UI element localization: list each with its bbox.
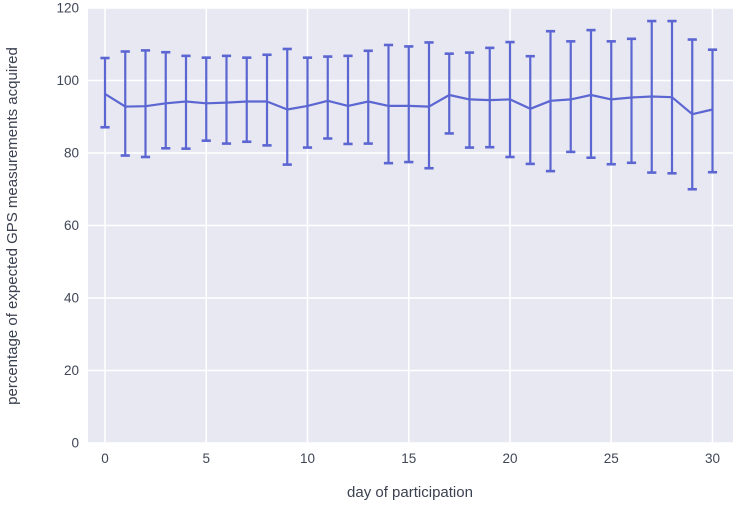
x-tick-label: 5 [202, 451, 210, 466]
y-tick-label: 60 [64, 218, 79, 233]
mean-line [104, 92, 713, 116]
plot-area-group: 0 20 40 60 80 100 120 0 5 10 15 20 25 30 [56, 1, 733, 466]
x-tick-label: 25 [604, 451, 619, 466]
y-axis-label: percentage of expected GPS measurements … [4, 47, 21, 405]
x-axis-label: day of participation [347, 484, 473, 501]
y-tick-label: 120 [56, 1, 79, 16]
y-tick-label: 100 [56, 73, 79, 88]
x-tick-label: 15 [401, 451, 416, 466]
x-tick-label: 10 [300, 451, 315, 466]
y-tick-label: 80 [64, 146, 79, 161]
x-tick-label: 30 [705, 451, 720, 466]
y-tick-label: 20 [64, 363, 79, 378]
y-tick-label: 0 [71, 436, 79, 451]
x-tick-label: 0 [101, 451, 109, 466]
y-tick-label: 40 [64, 291, 79, 306]
x-tick-label: 20 [502, 451, 517, 466]
